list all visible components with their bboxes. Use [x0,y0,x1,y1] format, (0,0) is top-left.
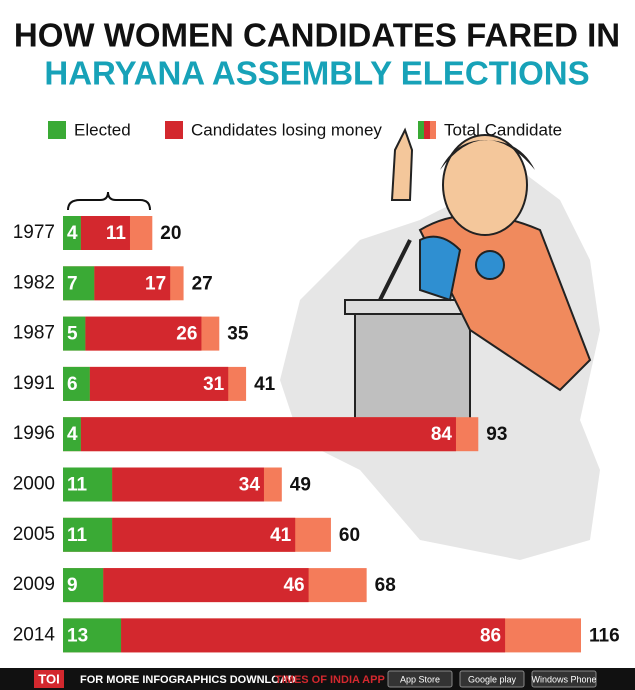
store-badge [459,670,525,688]
bar-elected [63,568,104,603]
value-label: 31 [203,374,225,395]
value-label: 13 [67,625,88,646]
year-label: 1996 [13,423,55,444]
year-label: 2009 [13,574,55,595]
year-label: 1982 [13,272,55,293]
bar-losing [103,568,309,603]
value-label: 4 [67,424,78,445]
value-label: 9 [67,575,78,596]
bar-losing [85,316,202,351]
footer-app: TIMES OF INDIA APP [275,674,385,686]
value-label: 35 [227,324,249,345]
year-label: 2005 [13,524,55,545]
legend-swatch [418,121,424,139]
bar-elected [63,417,81,452]
subtitle: HARYANA ASSEMBLY ELECTIONS [44,55,589,92]
bar-losing [89,366,229,401]
store-badge-label: App Store [400,674,440,684]
bar-elected [63,517,113,552]
value-label: 11 [67,475,88,496]
value-label: 60 [339,525,360,546]
store-badge-label: Windows Phone [531,674,596,684]
value-label: 46 [283,575,304,596]
year-label: 2014 [13,624,56,645]
bar-losing [80,216,130,250]
legend-swatch [424,121,430,139]
value-label: 68 [375,575,396,596]
value-label: 86 [480,625,501,646]
store-badge [387,670,453,688]
legend-label: Elected [74,120,131,139]
year-label: 1987 [13,323,55,344]
legend-swatch [165,121,183,139]
legend-swatch [48,121,66,139]
value-label: 116 [589,625,620,646]
value-label: 26 [176,324,197,345]
bar-elected [63,266,95,301]
value-label: 34 [239,475,261,496]
bar-elected [63,316,86,351]
store-badge-label: Google play [468,674,517,684]
bar-losing [112,467,264,502]
brace [67,191,151,211]
legend-swatch [430,121,436,139]
bar-elected [63,618,122,653]
value-label: 4 [67,223,78,244]
bar-elected [63,467,113,502]
value-label: 41 [254,374,276,395]
value-label: 17 [145,273,166,294]
bar-losing [94,266,171,301]
value-label: 93 [486,424,507,445]
logo-box [34,670,64,688]
value-label: 20 [160,223,181,244]
value-label: 5 [67,324,78,345]
value-label: 84 [431,424,453,445]
bar-elected [63,216,81,250]
bar-elected [63,366,90,401]
footer-text: FOR MORE INFOGRAPHICS DOWNLOAD [80,674,296,686]
value-label: 41 [270,525,292,546]
bar-losing [80,417,456,452]
value-label: 27 [192,273,213,294]
year-label: 1991 [13,373,55,394]
legend-label: Candidates losing money [191,120,382,139]
value-label: 6 [67,374,78,395]
legend-label: Total Candidate [444,120,562,139]
year-label: 2000 [13,474,55,495]
value-label: 7 [67,273,78,294]
bar-losing [121,618,506,653]
year-label: 1977 [13,222,55,243]
bar-losing [112,517,296,552]
value-label: 49 [290,475,311,496]
store-badge [531,670,597,688]
title: HOW WOMEN CANDIDATES FARED IN [14,17,620,54]
value-label: 11 [106,223,127,244]
logo: TOI [38,671,59,686]
value-label: 11 [67,525,88,546]
